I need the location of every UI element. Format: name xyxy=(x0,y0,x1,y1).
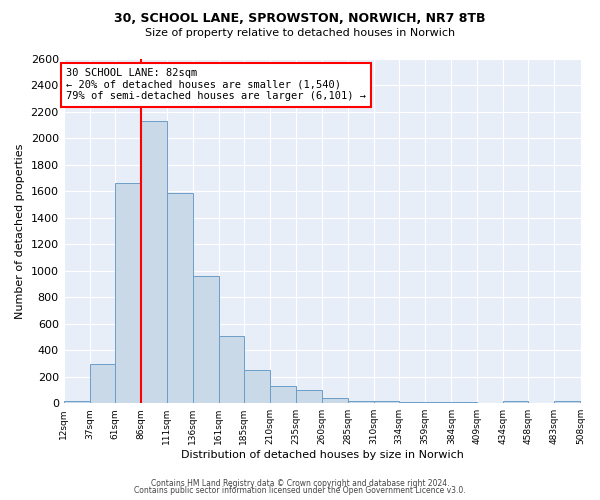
Bar xyxy=(244,370,270,403)
Text: Size of property relative to detached houses in Norwich: Size of property relative to detached ho… xyxy=(145,28,455,38)
Y-axis label: Number of detached properties: Number of detached properties xyxy=(15,144,25,319)
Bar xyxy=(141,121,167,403)
Bar xyxy=(399,402,425,403)
Bar xyxy=(322,398,348,403)
Text: Contains public sector information licensed under the Open Government Licence v3: Contains public sector information licen… xyxy=(134,486,466,495)
Text: 30, SCHOOL LANE, SPROWSTON, NORWICH, NR7 8TB: 30, SCHOOL LANE, SPROWSTON, NORWICH, NR7… xyxy=(114,12,486,26)
Bar xyxy=(219,336,244,403)
Bar xyxy=(115,184,141,403)
Bar xyxy=(554,400,580,403)
Bar xyxy=(478,402,503,403)
Bar xyxy=(270,386,296,403)
X-axis label: Distribution of detached houses by size in Norwich: Distribution of detached houses by size … xyxy=(181,450,464,460)
Bar xyxy=(167,192,193,403)
Bar xyxy=(90,364,115,403)
Text: 30 SCHOOL LANE: 82sqm
← 20% of detached houses are smaller (1,540)
79% of semi-d: 30 SCHOOL LANE: 82sqm ← 20% of detached … xyxy=(66,68,366,102)
Bar xyxy=(296,390,322,403)
Bar xyxy=(503,401,529,403)
Bar xyxy=(348,400,374,403)
Bar xyxy=(193,276,219,403)
Bar xyxy=(425,402,451,403)
Bar xyxy=(451,402,478,403)
Bar xyxy=(64,400,90,403)
Bar xyxy=(529,402,554,403)
Bar xyxy=(374,401,399,403)
Text: Contains HM Land Registry data © Crown copyright and database right 2024.: Contains HM Land Registry data © Crown c… xyxy=(151,478,449,488)
